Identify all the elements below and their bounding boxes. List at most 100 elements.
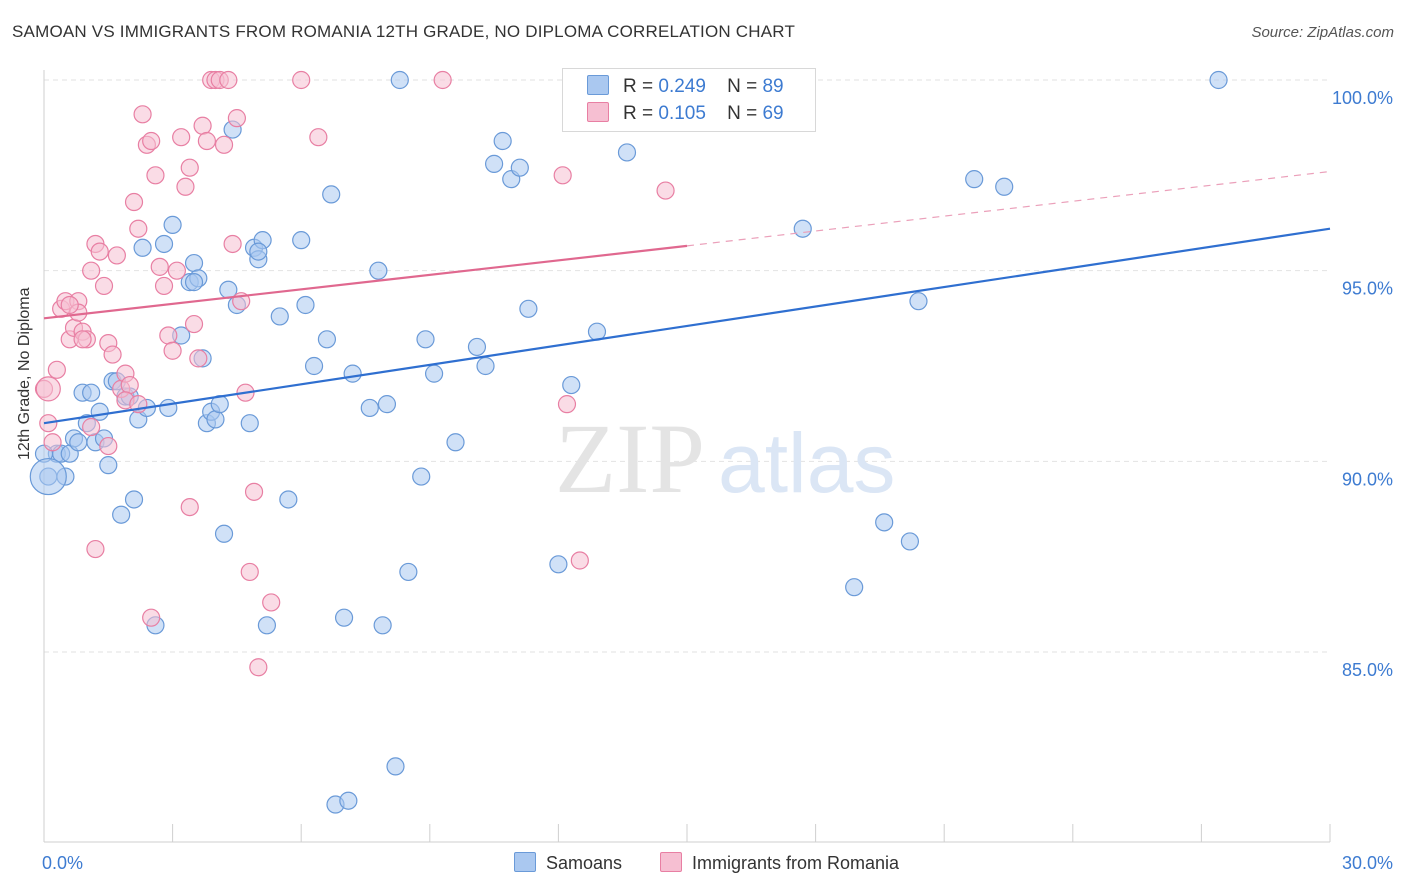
legend-n-value: 89	[762, 76, 784, 97]
bottom-legend-samoans: Samoans	[514, 852, 622, 874]
legend-r-label: R =	[623, 103, 654, 124]
romania-point	[120, 375, 139, 395]
romania-point	[570, 551, 589, 570]
samoan-point	[793, 219, 812, 238]
romania-point	[433, 70, 452, 90]
romania-point	[73, 330, 92, 349]
legend-n-label: N =	[727, 76, 758, 97]
samoan-point	[296, 295, 315, 315]
bottom-legend-label: Samoans	[546, 853, 623, 873]
source-label: Source: ZipAtlas.com	[1251, 24, 1394, 41]
romania-point	[176, 177, 195, 196]
samoan-point	[369, 261, 388, 280]
samoan-point	[133, 238, 152, 257]
samoan-point	[399, 562, 418, 582]
legend-n-value: 69	[762, 103, 784, 124]
samoan-point	[124, 490, 144, 509]
grid-lines	[44, 79, 1330, 653]
samoan-point	[485, 154, 504, 173]
romania-point	[107, 246, 126, 265]
samoan-point	[317, 330, 337, 349]
samoan-point	[240, 414, 259, 433]
romania-point	[133, 105, 152, 124]
samoan-point	[1209, 70, 1228, 90]
samoan-point	[909, 292, 928, 311]
romania-point	[47, 360, 66, 379]
romania-point	[124, 192, 144, 212]
samoan-point	[845, 578, 864, 597]
samoan-point	[412, 467, 431, 486]
samoan-point	[510, 158, 529, 177]
romania-point	[150, 257, 169, 276]
samoan-point	[112, 505, 131, 524]
romania-point	[656, 181, 675, 200]
romania-point	[244, 482, 264, 501]
samoan-point	[377, 395, 397, 414]
samoan-point	[493, 131, 512, 151]
samoan-point	[206, 410, 225, 429]
y-tick-label: 100.0%	[1332, 88, 1393, 108]
samoan-point	[304, 356, 324, 376]
romania-point	[142, 131, 161, 151]
romania-point	[82, 261, 101, 280]
romania-point	[557, 395, 577, 414]
samoan-point	[159, 398, 178, 418]
romania-point	[142, 608, 161, 627]
romania-point	[167, 261, 186, 280]
romania-point	[35, 376, 61, 402]
romania-point	[189, 349, 208, 368]
samoan-point	[900, 532, 920, 551]
romania-point	[553, 166, 572, 185]
legend-swatch-samoans	[587, 75, 609, 95]
samoan-point	[617, 143, 637, 162]
romania-point	[163, 341, 182, 360]
legend-row-romania: R = 0.105 N = 69	[587, 102, 784, 126]
y-tick-label: 90.0%	[1342, 469, 1393, 489]
samoan-point	[390, 70, 409, 90]
romania-point	[99, 436, 118, 456]
legend-r-value: 0.105	[658, 103, 706, 124]
trend-lines	[43, 170, 1331, 425]
bottom-legend-swatch-romania	[660, 852, 682, 872]
samoan-point	[292, 231, 311, 250]
samoan-point	[373, 616, 392, 635]
samoan-point	[562, 375, 581, 395]
samoan-point	[416, 330, 435, 349]
samoan-point	[90, 402, 109, 421]
samoan-point	[339, 791, 358, 810]
romania-point	[172, 128, 191, 147]
samoan-point	[875, 513, 894, 532]
romania-point	[43, 433, 62, 452]
samoan-point	[386, 757, 405, 776]
samoan-trend-line	[43, 227, 1331, 425]
samoan-point	[163, 215, 182, 235]
samoan-point	[29, 457, 67, 496]
samoan-point	[322, 185, 341, 204]
data-points	[29, 70, 1228, 814]
legend-swatch-romania	[587, 102, 609, 122]
bottom-legend-romania: Immigrants from Romania	[660, 852, 899, 874]
romania-point	[292, 70, 311, 90]
samoan-point	[270, 307, 289, 326]
romania-point	[82, 417, 101, 437]
samoan-point	[467, 337, 487, 357]
samoan-point	[82, 383, 101, 402]
watermark: ZIP atlas	[555, 403, 895, 514]
romania-point	[60, 295, 79, 315]
romania-point	[184, 314, 204, 334]
romania-point	[240, 562, 259, 582]
romania-point	[262, 593, 281, 612]
samoan-point	[249, 242, 268, 261]
samoan-point	[184, 273, 204, 292]
romania-point	[180, 497, 199, 517]
romania-point	[309, 128, 328, 147]
romania-point	[129, 219, 148, 238]
romania-trend-extension	[686, 170, 1331, 247]
romania-point	[154, 276, 174, 296]
samoan-point	[184, 253, 204, 273]
y-tick-label: 85.0%	[1342, 660, 1393, 680]
legend-row-samoans: R = 0.249 N = 89	[587, 75, 784, 99]
samoan-point	[334, 608, 354, 627]
romania-point	[193, 116, 212, 135]
